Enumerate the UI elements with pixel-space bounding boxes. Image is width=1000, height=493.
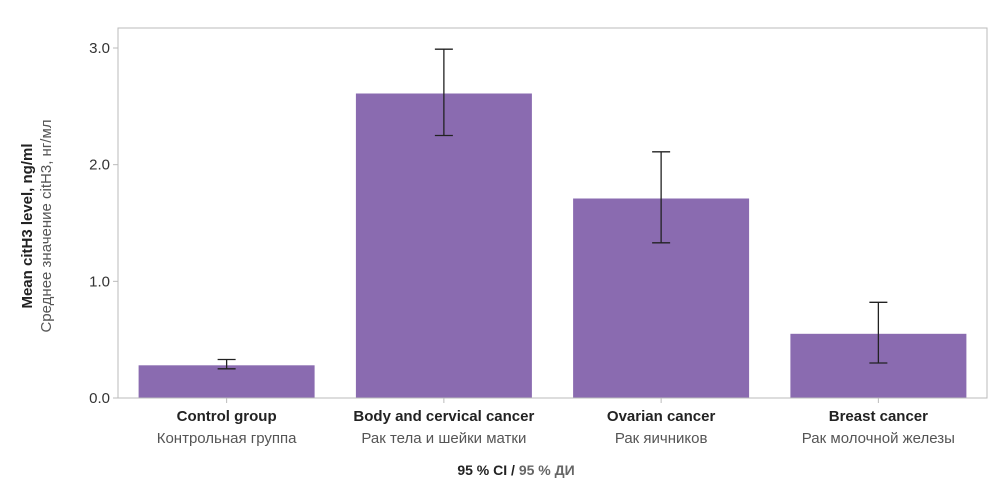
x-axis-title-separator: / — [507, 462, 519, 478]
y-axis-title: Mean citH3 level, ng/ml Среднее значение… — [19, 119, 55, 332]
plot-frame — [117, 27, 988, 399]
y-axis-title-en: Mean citH3 level, ng/ml — [19, 143, 36, 308]
x-tick-label-ru: Рак молочной железы — [802, 430, 955, 447]
x-axis-title: 95 % CI / 95 % ДИ — [457, 462, 574, 478]
error-bars-group — [217, 48, 888, 370]
error-bar-0 — [217, 358, 236, 370]
x-axis-title-ru: 95 % ДИ — [519, 462, 575, 478]
y-tick-label: 1.0 — [89, 273, 110, 290]
x-tick-label-en: Control group — [177, 408, 277, 425]
x-tick-label-en: Ovarian cancer — [607, 408, 716, 425]
y-tick-label: 3.0 — [89, 40, 110, 57]
x-tick-label-en: Body and cervical cancer — [353, 408, 534, 425]
x-tick-label-ru: Контрольная группа — [157, 430, 297, 447]
bar-1 — [355, 93, 532, 398]
x-tick-label-ru: Рак яичников — [615, 430, 708, 447]
error-bar-3 — [869, 301, 888, 364]
x-tick-label-ru: Рак тела и шейки матки — [361, 430, 526, 447]
y-axis-ticks: 0.0 1.0 2.0 3.0 — [89, 40, 118, 407]
bar-0 — [138, 365, 315, 398]
y-tick-label: 2.0 — [89, 157, 110, 174]
x-axis-title-en: 95 % CI — [457, 462, 507, 478]
x-tick-label-en: Breast cancer — [829, 408, 928, 425]
error-bar-2 — [652, 151, 671, 244]
error-bar-1 — [434, 48, 453, 137]
bars-group — [138, 93, 967, 398]
x-axis-categories: Control group Контрольная группа Body and … — [157, 398, 955, 447]
y-tick-label: 0.0 — [89, 390, 110, 407]
y-axis-title-ru: Среднее значение citH3, нг/мл — [38, 119, 55, 332]
